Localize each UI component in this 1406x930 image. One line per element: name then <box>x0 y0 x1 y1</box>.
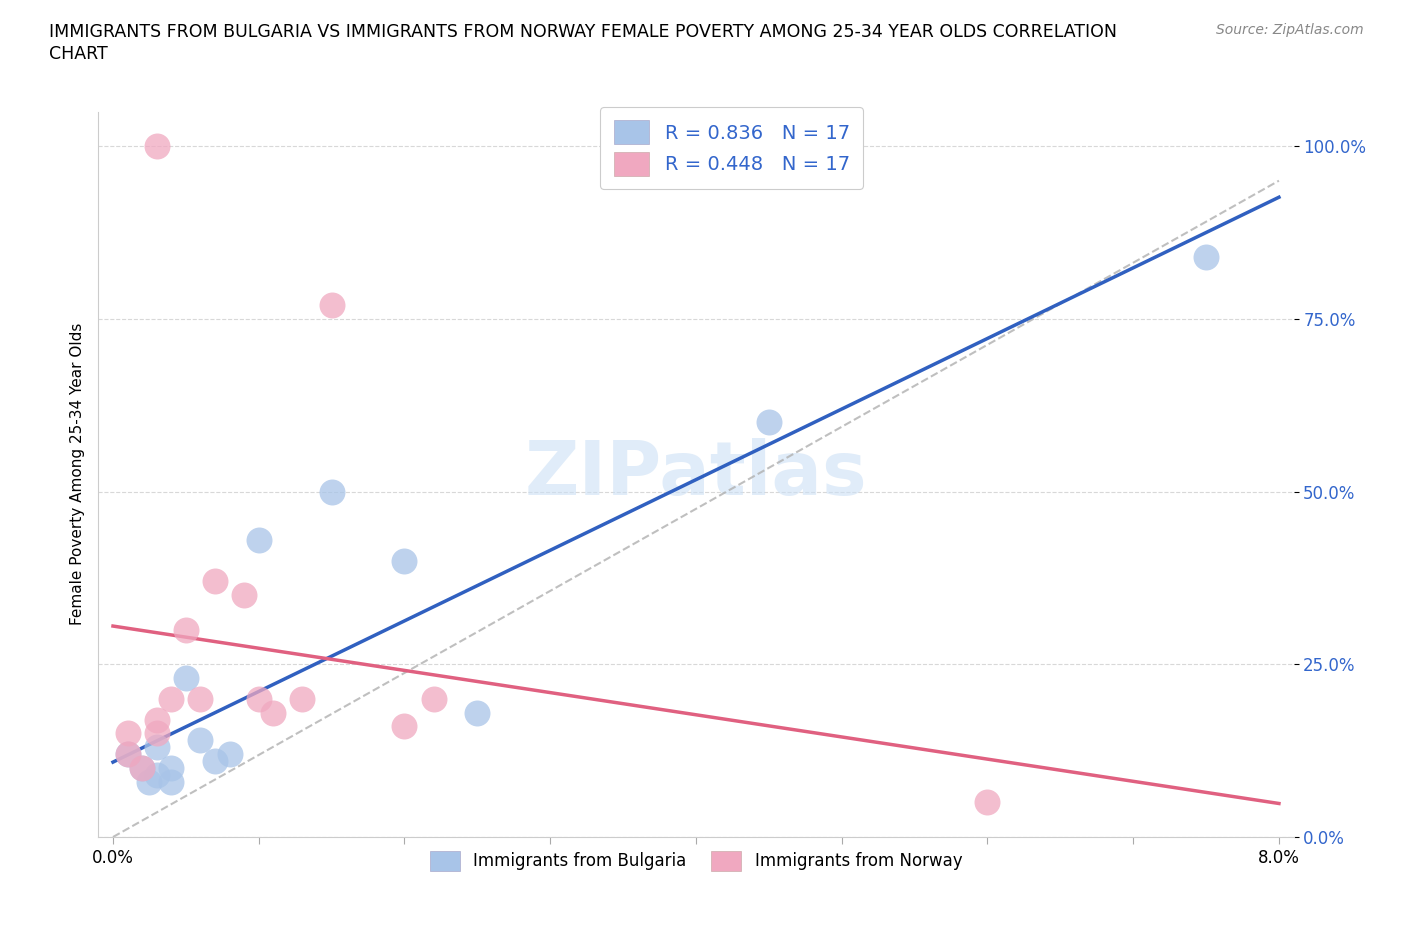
Point <box>145 726 167 741</box>
Point <box>394 553 416 568</box>
Point <box>131 761 153 776</box>
Text: ZIPatlas: ZIPatlas <box>524 438 868 511</box>
Point <box>138 775 160 790</box>
Point <box>247 533 270 548</box>
Point <box>262 705 284 720</box>
Point <box>145 739 167 754</box>
Point <box>145 767 167 782</box>
Point <box>291 691 314 706</box>
Point <box>321 298 343 312</box>
Point <box>131 761 153 776</box>
Point <box>976 795 998 810</box>
Text: Source: ZipAtlas.com: Source: ZipAtlas.com <box>1216 23 1364 37</box>
Point <box>174 622 197 637</box>
Point <box>190 733 212 748</box>
Point <box>174 671 197 685</box>
Point <box>204 574 226 589</box>
Text: CHART: CHART <box>49 45 108 62</box>
Point <box>204 753 226 768</box>
Point <box>160 761 183 776</box>
Point <box>247 691 270 706</box>
Point <box>117 726 139 741</box>
Point <box>758 415 780 430</box>
Point <box>145 712 167 727</box>
Point <box>190 691 212 706</box>
Point <box>160 775 183 790</box>
Point <box>145 139 167 153</box>
Point <box>160 691 183 706</box>
Point <box>218 747 240 762</box>
Text: IMMIGRANTS FROM BULGARIA VS IMMIGRANTS FROM NORWAY FEMALE POVERTY AMONG 25-34 YE: IMMIGRANTS FROM BULGARIA VS IMMIGRANTS F… <box>49 23 1118 41</box>
Point <box>1195 249 1218 264</box>
Point <box>422 691 444 706</box>
Point <box>394 719 416 734</box>
Point <box>233 588 256 603</box>
Y-axis label: Female Poverty Among 25-34 Year Olds: Female Poverty Among 25-34 Year Olds <box>69 323 84 626</box>
Point <box>117 747 139 762</box>
Point <box>467 705 489 720</box>
Legend: Immigrants from Bulgaria, Immigrants from Norway: Immigrants from Bulgaria, Immigrants fro… <box>422 843 970 880</box>
Point <box>117 747 139 762</box>
Point <box>321 485 343 499</box>
